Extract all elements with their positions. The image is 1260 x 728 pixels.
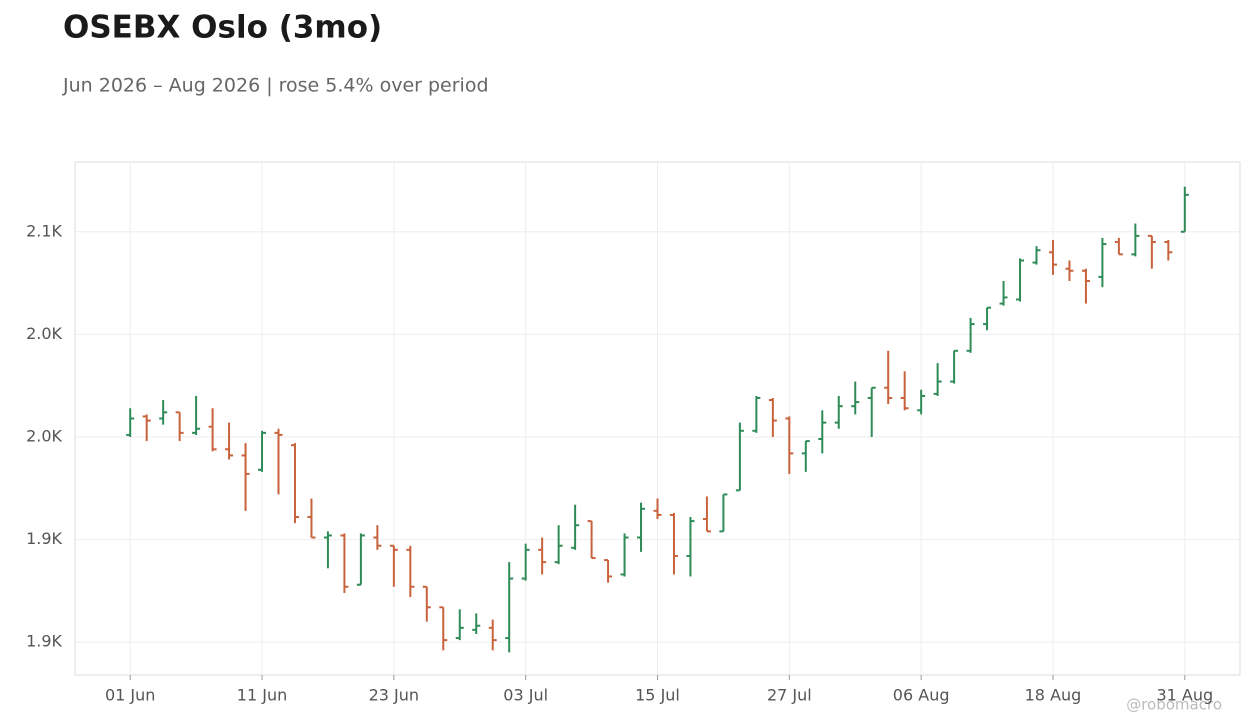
x-tick-label: 23 Jun xyxy=(369,686,419,705)
y-tick-label: 2.0K xyxy=(26,426,62,445)
watermark: @robomacro xyxy=(1126,696,1222,714)
x-tick-label: 11 Jun xyxy=(237,686,287,705)
chart-subtitle: Jun 2026 – Aug 2026 | rose 5.4% over per… xyxy=(62,75,489,97)
chart-title: OSEBX Oslo (3mo) xyxy=(63,10,382,46)
y-tick-label: 2.1K xyxy=(26,221,62,240)
x-tick-label: 18 Aug xyxy=(1025,686,1082,705)
x-tick-label: 31 Aug xyxy=(1156,686,1213,705)
x-tick-label: 01 Jun xyxy=(105,686,155,705)
x-tick-label: 03 Jul xyxy=(503,686,548,705)
x-tick-label: 06 Aug xyxy=(893,686,950,705)
y-tick-label: 2.0K xyxy=(26,324,62,343)
x-tick-label: 27 Jul xyxy=(767,686,812,705)
y-tick-label: 1.9K xyxy=(26,632,62,651)
x-tick-label: 15 Jul xyxy=(635,686,680,705)
y-tick-label: 1.9K xyxy=(26,529,62,548)
